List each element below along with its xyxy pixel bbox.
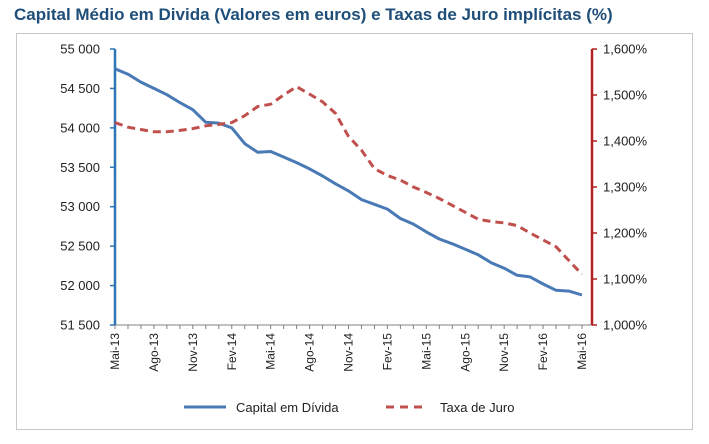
x-axis-tick-label: Nov-14 [342,333,356,372]
left-axis-tick-label: 55 000 [60,42,100,57]
series-line-capital [114,67,583,297]
x-axis-tick-label: Ago-13 [147,333,161,372]
x-axis-tick-label: Mai-16 [575,333,589,370]
right-axis-tick-label: 1,500% [603,88,648,103]
x-axis-tick-label: Mai-14 [264,333,278,370]
legend: Capital em Dívida Taxa de Juro [184,400,514,415]
x-axis-tick-label: Nov-13 [186,333,200,372]
right-axis-tick-label: 1,400% [603,134,648,149]
legend-label-taxa: Taxa de Juro [440,400,514,415]
x-axis-tick-label: Nov-15 [497,333,511,372]
right-axis-tick-label: 1,000% [603,318,648,333]
legend-label-capital: Capital em Dívida [236,400,339,415]
chart-title: Capital Médio em Divida (Valores em euro… [14,5,613,24]
x-axis-tick-label: Ago-14 [303,333,317,372]
x-axis-tick-label: Ago-15 [458,333,472,372]
chart-frame [16,33,693,430]
right-axis-tick-label: 1,100% [603,272,648,287]
left-axis-tick-label: 53 000 [60,199,100,214]
left-axis-tick-label: 53 500 [60,160,100,175]
left-axis-tick-label: 51 500 [60,318,100,333]
x-axis-tick-label: Mai-15 [419,333,433,370]
x-axis-tick-label: Fev-14 [225,333,239,371]
x-axis-tick-label: Fev-16 [536,333,550,371]
x-axis-tick-label: Fev-15 [380,333,394,371]
series-line-taxa [114,85,584,276]
left-axis-tick-label: 52 000 [60,278,100,293]
right-axis-tick-label: 1,300% [603,180,648,195]
left-axis-tick-label: 54 000 [60,120,100,135]
right-axis-tick-label: 1,200% [603,226,648,241]
left-axis-tick-label: 54 500 [60,81,100,96]
right-axis-tick-label: 1,600% [603,42,648,57]
x-axis-tick-label: Mai-13 [108,333,122,370]
left-axis-tick-label: 52 500 [60,239,100,254]
